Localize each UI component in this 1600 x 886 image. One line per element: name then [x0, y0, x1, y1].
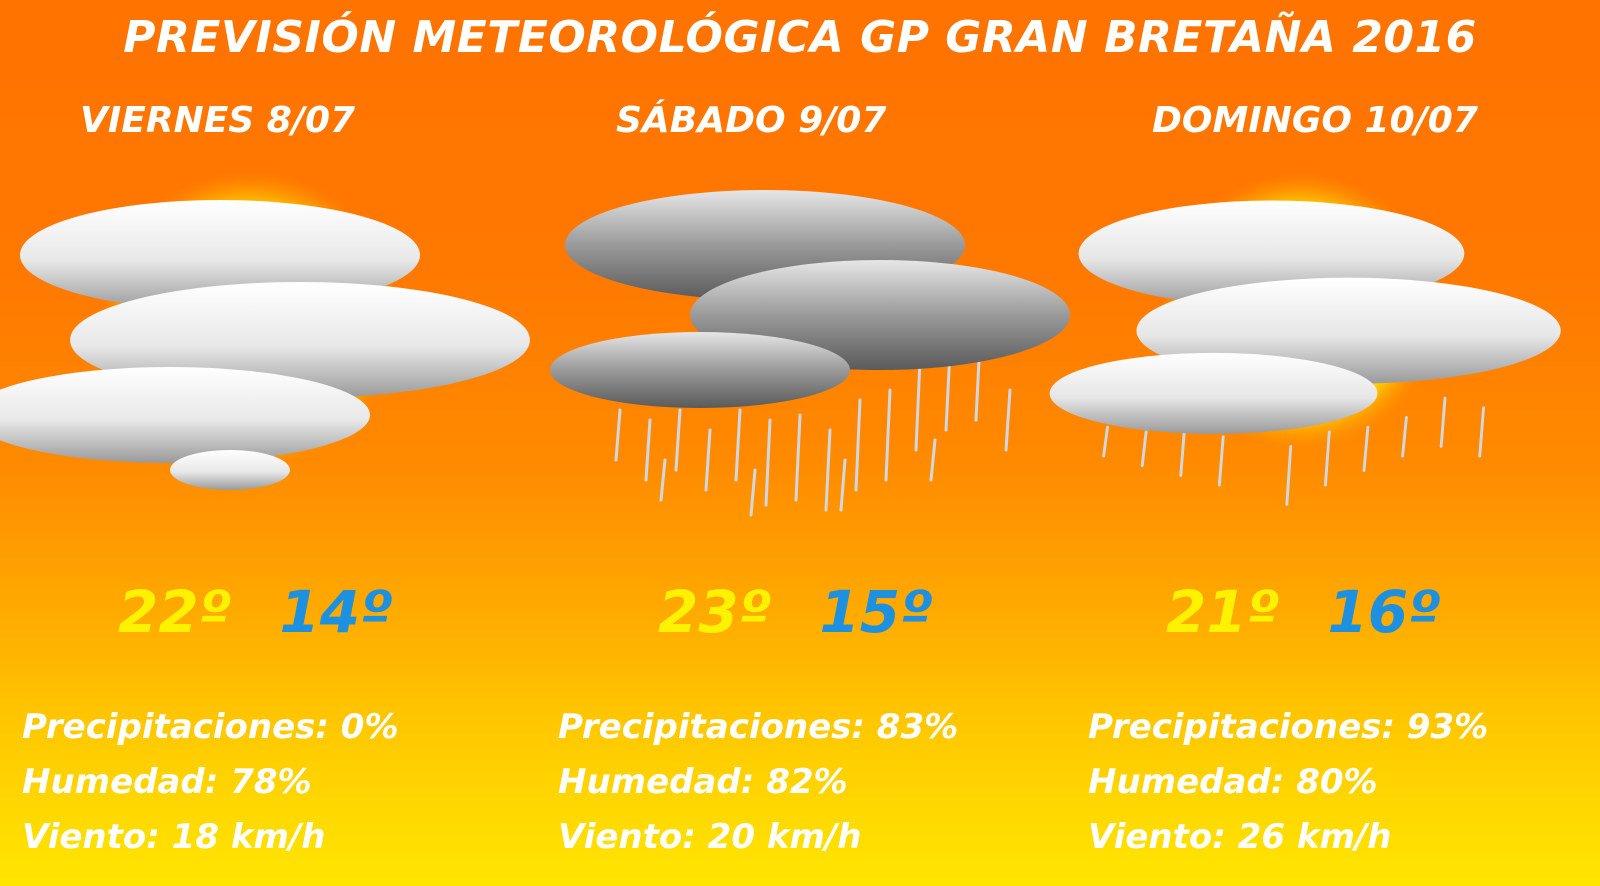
wind-text: Viento: 18 km/h: [22, 817, 326, 857]
stats-block: Precipitaciones: 83% Humedad: 82% Viento…: [558, 700, 958, 865]
humidity-text: Humedad: 80%: [1088, 762, 1378, 802]
day-column-sunday: DOMINGO 10/07: [1049, 0, 1600, 886]
day-label: SÁBADO 9/07: [616, 100, 887, 141]
humidity-text: Humedad: 78%: [22, 762, 312, 802]
sun-cloud-rain-icon: [1049, 171, 1561, 506]
temperature-row: 23º 15º: [658, 578, 933, 646]
day-label: VIERNES 8/07: [80, 100, 356, 141]
day-column-saturday: SÁBADO 9/07: [540, 0, 1070, 886]
temperature-row: 22º 14º: [118, 578, 393, 646]
stats-block: Precipitaciones: 93% Humedad: 80% Viento…: [1088, 700, 1488, 865]
rain-cloud-icon: [550, 190, 1070, 517]
min-temperature: 16º: [1327, 578, 1441, 646]
forecast-title: PREVISIÓN METEOROLÓGICA GP GRAN BRETAÑA …: [123, 12, 1477, 63]
min-temperature: 14º: [279, 578, 393, 646]
max-temperature: 23º: [658, 578, 772, 646]
precipitation-text: Precipitaciones: 93%: [1088, 707, 1489, 747]
stats-block: Precipitaciones: 0% Humedad: 78% Viento:…: [22, 700, 399, 865]
humidity-text: Humedad: 82%: [558, 762, 848, 802]
day-label: DOMINGO 10/07: [1152, 100, 1478, 141]
max-temperature: 22º: [118, 578, 232, 646]
min-temperature: 15º: [819, 578, 933, 646]
wind-text: Viento: 26 km/h: [1088, 817, 1392, 857]
partly-cloudy-icon: [0, 170, 530, 490]
precipitation-text: Precipitaciones: 83%: [558, 707, 959, 747]
day-column-friday: VIERNES 8/07 22º 14º Precipitacion: [0, 0, 540, 886]
max-temperature: 21º: [1166, 578, 1280, 646]
precipitation-text: Precipitaciones: 0%: [22, 707, 399, 747]
wind-text: Viento: 20 km/h: [558, 817, 862, 857]
temperature-row: 21º 16º: [1166, 578, 1441, 646]
